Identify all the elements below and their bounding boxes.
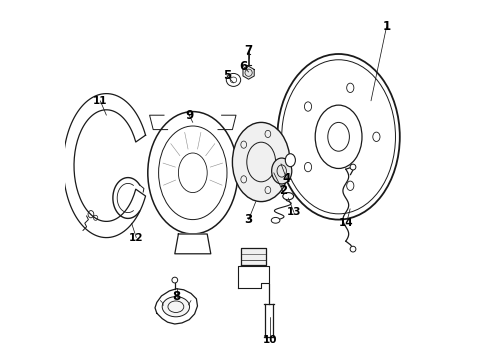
Polygon shape	[63, 94, 146, 238]
Text: 9: 9	[185, 109, 194, 122]
Ellipse shape	[285, 154, 295, 167]
Ellipse shape	[148, 112, 238, 234]
Text: 2: 2	[279, 184, 287, 197]
Ellipse shape	[172, 277, 178, 283]
Ellipse shape	[226, 73, 241, 86]
Ellipse shape	[350, 164, 356, 170]
Text: 10: 10	[263, 335, 277, 345]
Polygon shape	[175, 234, 211, 254]
Ellipse shape	[271, 158, 292, 184]
Polygon shape	[243, 66, 254, 79]
Text: 4: 4	[282, 172, 291, 185]
Text: 14: 14	[339, 218, 354, 228]
Text: 6: 6	[240, 60, 247, 73]
Text: 8: 8	[172, 291, 181, 303]
Text: 13: 13	[287, 207, 301, 217]
Ellipse shape	[350, 246, 356, 252]
Text: 5: 5	[223, 69, 231, 82]
Text: 3: 3	[245, 213, 253, 226]
Polygon shape	[155, 289, 197, 324]
Polygon shape	[238, 266, 269, 288]
Ellipse shape	[271, 217, 280, 223]
Polygon shape	[265, 304, 273, 337]
Ellipse shape	[283, 193, 294, 200]
Text: 12: 12	[129, 233, 144, 243]
Polygon shape	[242, 248, 266, 265]
Text: 1: 1	[382, 21, 391, 33]
Ellipse shape	[232, 122, 290, 202]
Text: 7: 7	[245, 44, 253, 57]
Ellipse shape	[162, 297, 190, 317]
Text: 11: 11	[93, 96, 107, 106]
